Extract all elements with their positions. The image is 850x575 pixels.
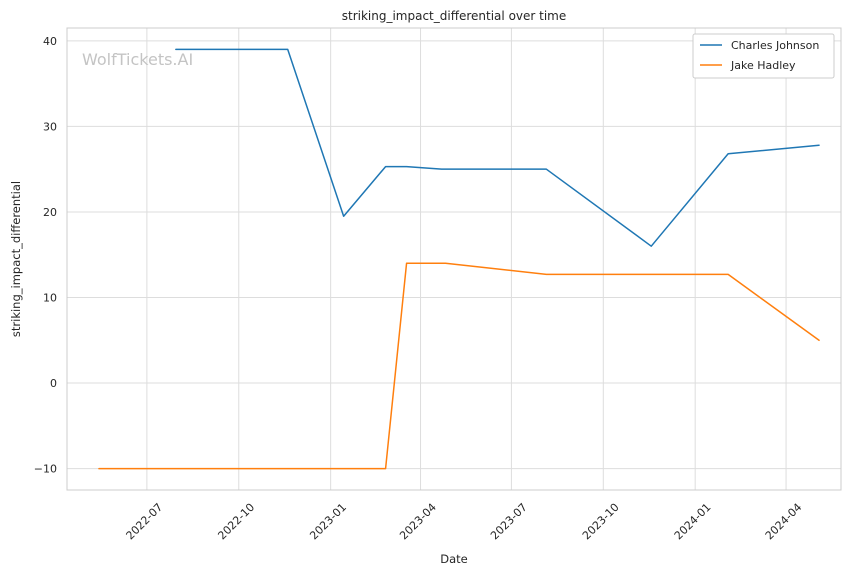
watermark-text: WolfTickets.AI — [82, 50, 193, 69]
series-layer — [98, 48, 820, 470]
y-tick-label: 30 — [43, 120, 57, 133]
y-tick-label: −10 — [34, 463, 57, 476]
legend: Charles Johnson Jake Hadley — [692, 33, 835, 79]
plot-area — [67, 28, 841, 490]
legend-label-charles-johnson: Charles Johnson — [731, 39, 819, 52]
y-tick-label: 20 — [43, 206, 57, 219]
chart-title: striking_impact_differential over time — [342, 9, 567, 23]
y-axis-title: striking_impact_differential — [9, 181, 23, 337]
y-tick-label: 0 — [50, 377, 57, 390]
series-line-jake-hadley — [98, 262, 820, 470]
y-tick-label: 10 — [43, 292, 57, 305]
y-tick-label: 40 — [43, 35, 57, 48]
legend-label-jake-hadley: Jake Hadley — [730, 59, 796, 72]
plot-frame — [66, 27, 842, 491]
legend-box — [692, 33, 835, 79]
x-axis-title: Date — [440, 552, 468, 566]
series-line-charles-johnson — [175, 48, 820, 247]
